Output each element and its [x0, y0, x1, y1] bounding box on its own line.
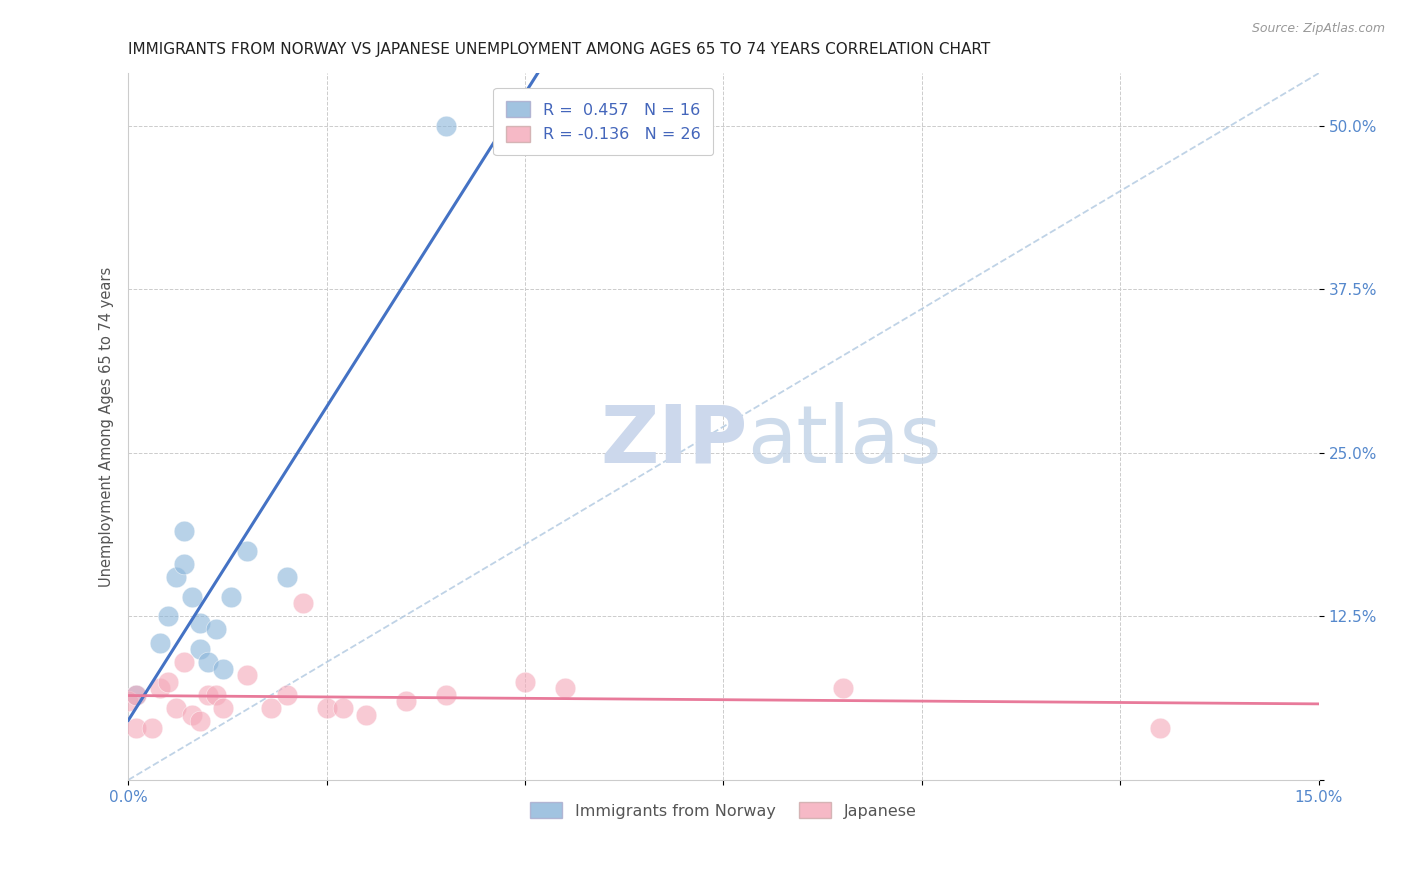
Point — [513, 674, 536, 689]
Point — [117, 694, 139, 708]
Point — [434, 119, 457, 133]
Point — [1149, 721, 1171, 735]
Point — [149, 681, 172, 696]
Point — [276, 570, 298, 584]
Text: atlas: atlas — [748, 401, 942, 480]
Point — [173, 655, 195, 669]
Point — [236, 544, 259, 558]
Point — [173, 524, 195, 539]
Point — [395, 694, 418, 708]
Point — [236, 668, 259, 682]
Point — [831, 681, 853, 696]
Point — [260, 701, 283, 715]
Point — [204, 688, 226, 702]
Point — [554, 681, 576, 696]
Point — [356, 707, 378, 722]
Point — [180, 590, 202, 604]
Point — [315, 701, 337, 715]
Point — [188, 642, 211, 657]
Point — [291, 596, 314, 610]
Point — [125, 688, 148, 702]
Point — [197, 688, 219, 702]
Point — [221, 590, 243, 604]
Point — [276, 688, 298, 702]
Text: IMMIGRANTS FROM NORWAY VS JAPANESE UNEMPLOYMENT AMONG AGES 65 TO 74 YEARS CORREL: IMMIGRANTS FROM NORWAY VS JAPANESE UNEMP… — [128, 42, 990, 57]
Point — [204, 623, 226, 637]
Legend: Immigrants from Norway, Japanese: Immigrants from Norway, Japanese — [523, 796, 924, 825]
Point — [141, 721, 163, 735]
Y-axis label: Unemployment Among Ages 65 to 74 years: Unemployment Among Ages 65 to 74 years — [100, 267, 114, 587]
Point — [149, 635, 172, 649]
Point — [212, 701, 235, 715]
Point — [165, 701, 187, 715]
Text: ZIP: ZIP — [600, 401, 748, 480]
Point — [332, 701, 354, 715]
Point — [156, 609, 179, 624]
Point — [173, 557, 195, 571]
Point — [156, 674, 179, 689]
Point — [197, 655, 219, 669]
Text: Source: ZipAtlas.com: Source: ZipAtlas.com — [1251, 22, 1385, 36]
Point — [125, 688, 148, 702]
Point — [180, 707, 202, 722]
Point — [188, 714, 211, 728]
Point — [212, 662, 235, 676]
Point — [165, 570, 187, 584]
Point — [434, 688, 457, 702]
Point — [188, 615, 211, 630]
Point — [125, 721, 148, 735]
